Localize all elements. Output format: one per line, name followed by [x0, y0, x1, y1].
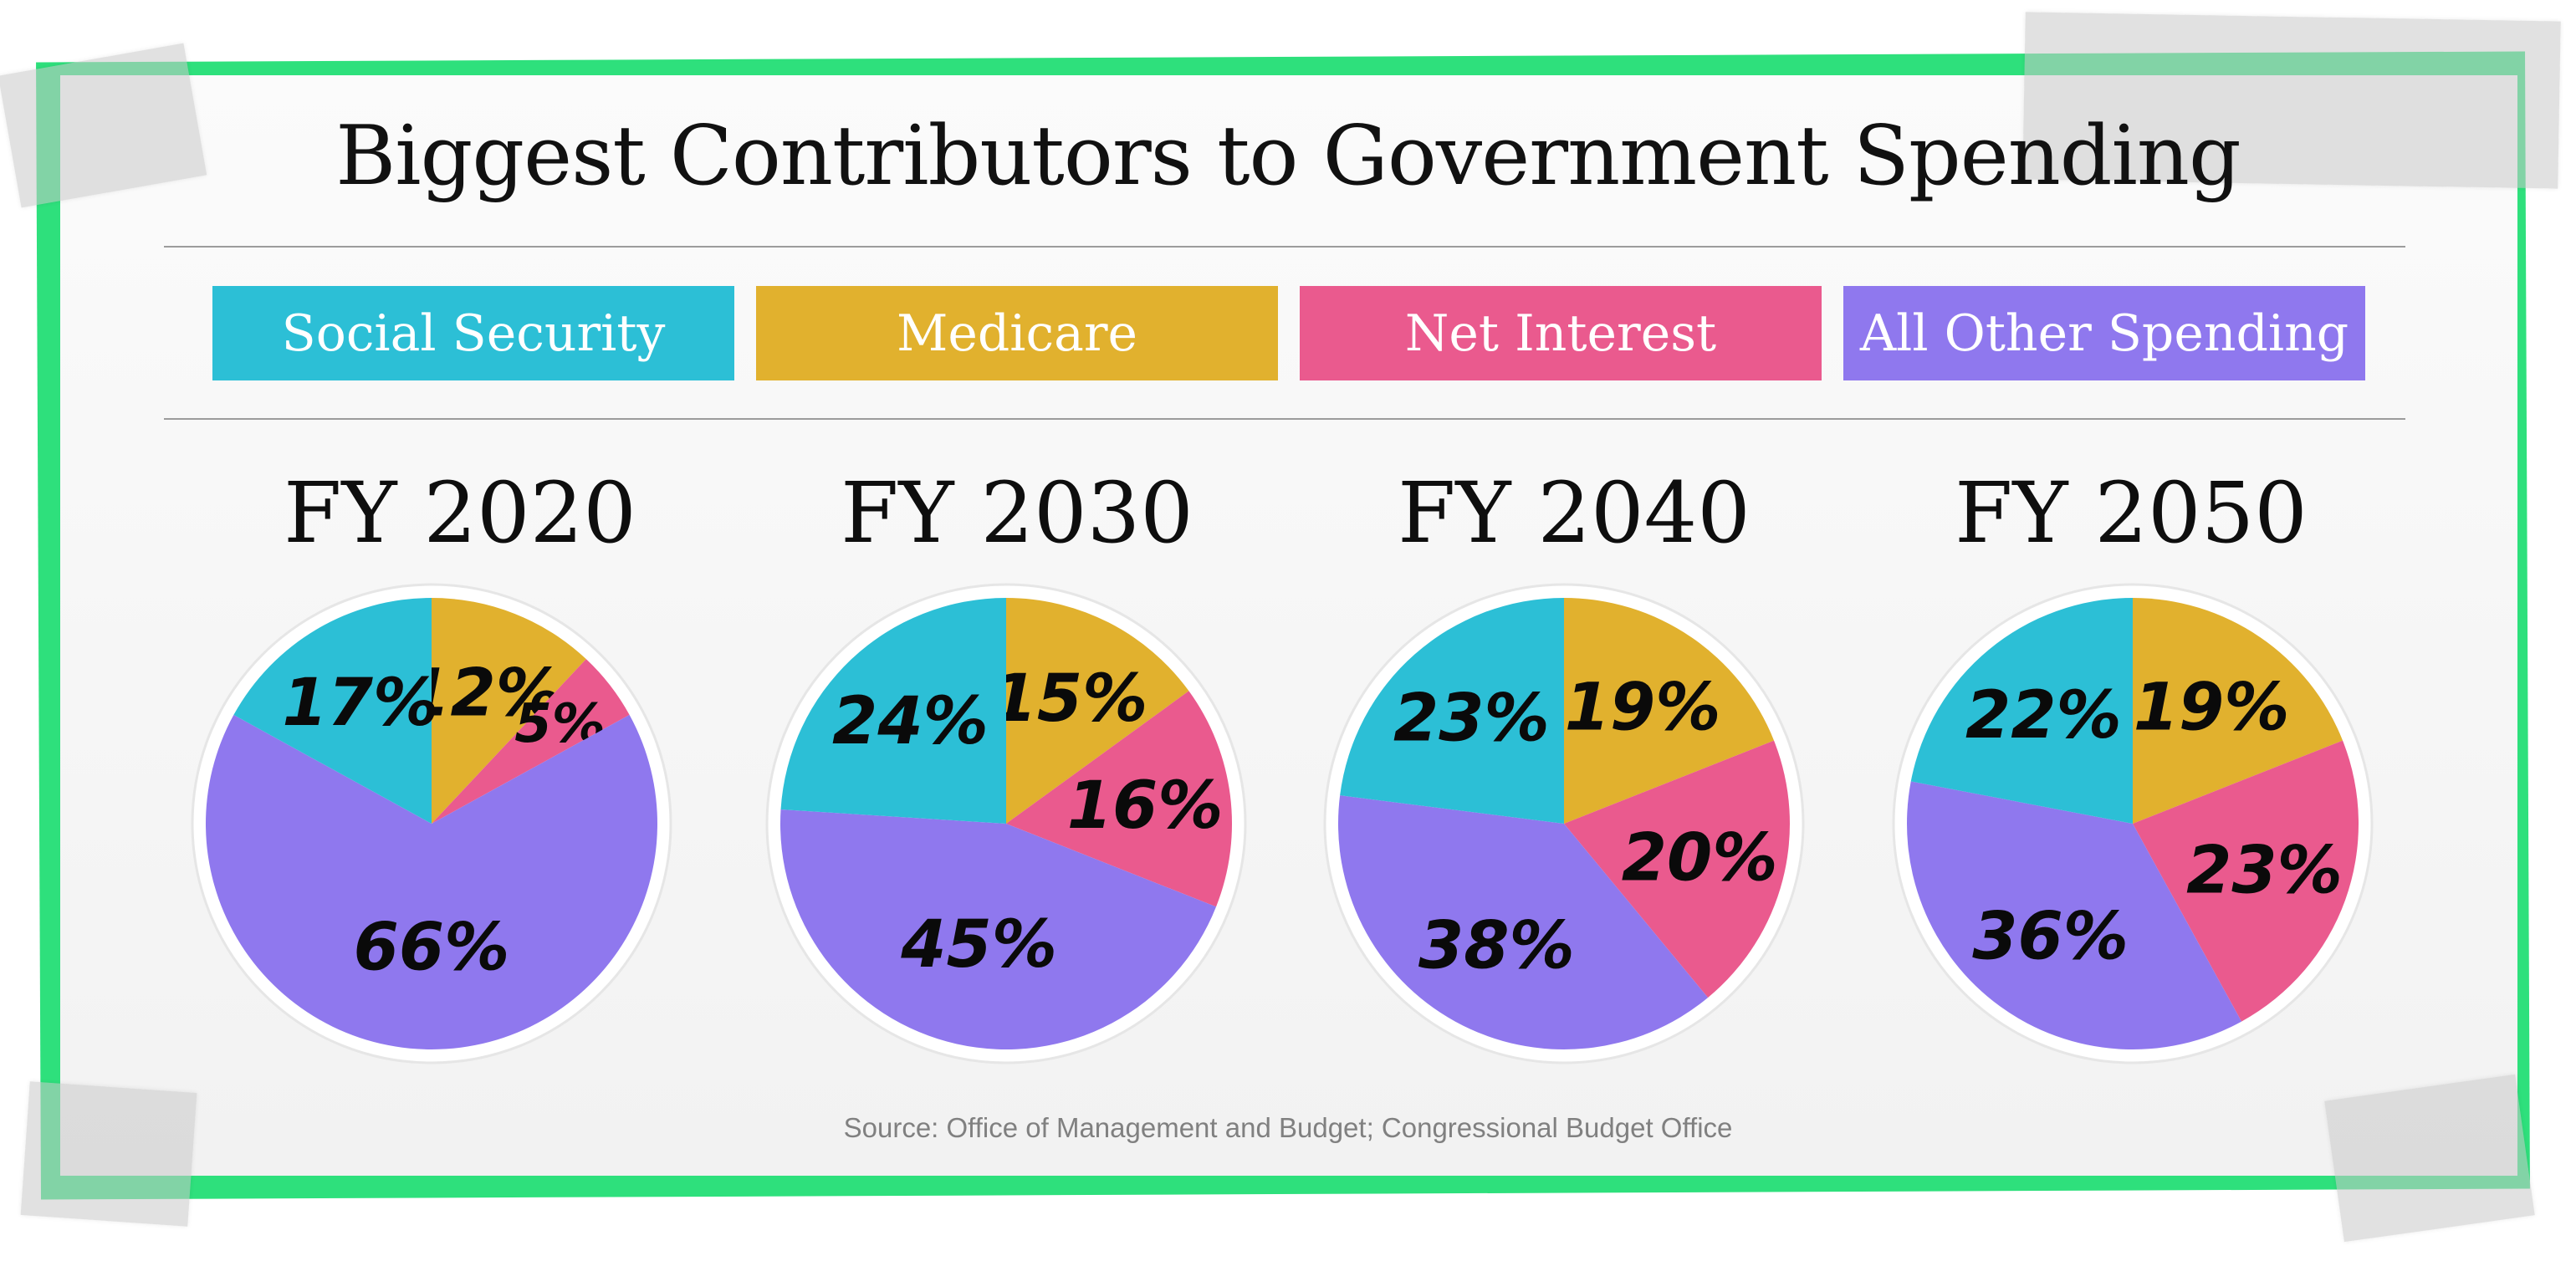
label-2050-net-interest: 23% [2186, 834, 2343, 909]
slice-2040-medicare [1564, 598, 1775, 824]
label-2020-social-security: 17% [282, 666, 438, 741]
label-2050-medicare: 19% [2134, 671, 2290, 746]
slice-2020-net-interest [432, 659, 630, 824]
slice-2040-all-other-spending [1338, 795, 1709, 1049]
label-2030-net-interest: 16% [1067, 768, 1224, 844]
label-2020-all-other-spending: 66% [354, 911, 510, 986]
legend-social-security: Social Security [212, 286, 734, 380]
slice-2020-medicare [432, 598, 586, 824]
pie-title-2050: FY 2050 [1955, 464, 2308, 562]
label-2030-all-other-spending: 45% [900, 907, 1057, 983]
chart-title: Biggest Contributors to Government Spend… [335, 109, 2241, 204]
label-2040-social-security: 23% [1393, 681, 1550, 756]
slice-2030-all-other-spending [780, 809, 1217, 1050]
pie-title-2040: FY 2040 [1398, 464, 1751, 562]
legend: Social Security Medicare Net Interest Al… [212, 286, 2365, 380]
divider-top [164, 246, 2405, 248]
pie-title-2030: FY 2030 [841, 464, 1193, 562]
slice-2030-net-interest [1006, 691, 1232, 907]
slice-2040-net-interest [1564, 740, 1790, 998]
slice-2020-all-other-spending [206, 714, 657, 1049]
legend-net-interest: Net Interest [1300, 286, 1822, 380]
slice-2050-medicare [2133, 598, 2343, 824]
label-2030-medicare: 15% [992, 661, 1148, 737]
slice-2030-social-security [780, 598, 1006, 824]
legend-medicare: Medicare [756, 286, 1278, 380]
pie-title-2020: FY 2020 [284, 464, 636, 562]
slice-2050-net-interest [2133, 740, 2359, 1022]
label-2040-all-other-spending: 38% [1418, 909, 1575, 984]
divider-bottom [164, 418, 2405, 420]
slice-2020-social-security [233, 598, 432, 824]
source-note: Source: Office of Management and Budget;… [843, 1112, 1733, 1143]
label-2040-net-interest: 20% [1622, 821, 1778, 896]
slice-2050-all-other-spending [1907, 781, 2242, 1049]
label-2030-social-security: 24% [832, 684, 989, 759]
label-2050-all-other-spending: 36% [1972, 899, 2129, 974]
legend-all-other-spending: All Other Spending [1843, 286, 2365, 380]
slice-2030-medicare [1006, 598, 1189, 824]
slice-2050-social-security [1910, 598, 2133, 824]
label-2050-social-security: 22% [1965, 678, 2122, 753]
slice-2040-social-security [1340, 598, 1564, 824]
label-2040-medicare: 19% [1565, 671, 1721, 746]
